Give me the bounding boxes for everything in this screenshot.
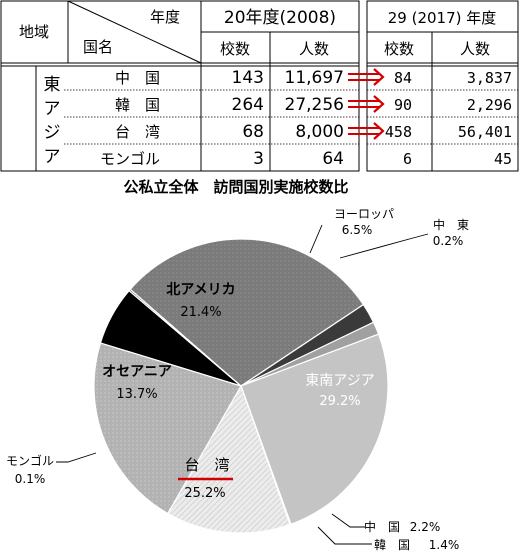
table-row: 台 湾 68 8,000 458 56,401	[115, 122, 512, 142]
pie-label: 13.7%	[116, 387, 157, 402]
pie-label: 25.2%	[184, 486, 225, 501]
schools-2008-cell: 3	[253, 149, 264, 169]
country-cell: 中 国	[115, 69, 160, 87]
table-row: 中 国 143 11,697 84 3,837	[115, 68, 512, 88]
pie-labels: ヨーロッパ 6.5% 中 東 0.2% 東南アジア 29.2% 中 国 2.2%韓 国 1.4%…	[6, 207, 469, 552]
country-cell: 韓 国	[115, 96, 160, 114]
pie-label: 韓 国	[374, 538, 410, 552]
schools-2008-cell: 68	[242, 122, 264, 142]
schools-2008-cell: 143	[232, 68, 264, 88]
country-cell: 台 湾	[115, 123, 160, 141]
pie-label: 北アメリカ	[166, 282, 235, 298]
pie-label: 台 湾	[184, 456, 229, 474]
pie-label: 0.1%	[15, 472, 46, 486]
country-cell: モンゴル	[100, 150, 160, 168]
period1-people-header: 人数	[299, 40, 329, 58]
schools-2017-cell: 90	[394, 96, 412, 114]
pie-label: 0.2%	[433, 234, 464, 248]
period2-people-header: 人数	[460, 40, 490, 58]
pie-label: 1.4%	[429, 538, 460, 552]
region-header: 地域	[19, 23, 49, 41]
chart-title: 公私立全体 訪問国別実施校数比	[123, 178, 348, 196]
pie-label: 29.2%	[319, 394, 360, 409]
red-arrow-icon	[348, 95, 385, 113]
leader-line	[309, 224, 323, 254]
pie-label: 21.4%	[180, 305, 221, 320]
leader-line	[56, 452, 97, 463]
pie-label: 6.5%	[342, 223, 373, 237]
pie-label: 中 東	[433, 217, 469, 232]
pie-slice	[93, 342, 242, 515]
red-arrow-icon	[348, 68, 385, 86]
region-name: 東アジア	[44, 75, 61, 167]
pie-slice	[240, 333, 389, 526]
people-2008-cell: 64	[322, 149, 344, 169]
people-2017-cell: 2,296	[467, 96, 512, 114]
pie-label: 東南アジア	[305, 373, 374, 389]
year-header: 年度	[150, 8, 180, 26]
pie-slice	[129, 238, 365, 387]
people-2008-cell: 27,256	[285, 95, 344, 115]
data-table: 地域 年度 国名 20年度(2008) 校数 人数 29 (2017) 年度 校…	[0, 0, 519, 172]
pie-label: オセアニア	[102, 364, 172, 380]
pie-label: 2.2%	[410, 520, 441, 534]
leader-line	[339, 233, 429, 259]
pie-slice	[166, 384, 291, 534]
schools-2017-cell: 84	[394, 69, 412, 87]
schools-2008-cell: 264	[232, 95, 264, 115]
pie-label: モンゴル	[6, 453, 54, 468]
leader-line	[317, 526, 372, 545]
people-2008-cell: 8,000	[295, 122, 344, 142]
table-rows: 中 国 143 11,697 84 3,837 韓 国 264 27,256 90 2,296 台 …	[100, 68, 512, 169]
period1-header: 20年度(2008)	[224, 8, 336, 28]
period2-header: 29 (2017) 年度	[388, 9, 497, 27]
period1-schools-header: 校数	[220, 40, 250, 58]
leader-line	[331, 513, 365, 528]
country-header: 国名	[83, 38, 113, 56]
people-2017-cell: 56,401	[458, 123, 512, 141]
pie-label: 中 国	[364, 519, 400, 534]
schools-2017-cell: 458	[385, 123, 412, 141]
table-row: モンゴル 3 64 6 45	[100, 149, 512, 169]
people-2017-cell: 3,837	[467, 69, 512, 87]
people-2008-cell: 11,697	[285, 68, 344, 88]
table-row: 韓 国 264 27,256 90 2,296	[115, 95, 512, 115]
schools-2017-cell: 6	[403, 150, 412, 168]
period2-schools-header: 校数	[384, 40, 414, 58]
pie-label: ヨーロッパ	[334, 207, 394, 221]
red-arrow-icon	[348, 122, 385, 140]
people-2017-cell: 45	[494, 150, 512, 168]
pie-chart	[93, 238, 389, 534]
